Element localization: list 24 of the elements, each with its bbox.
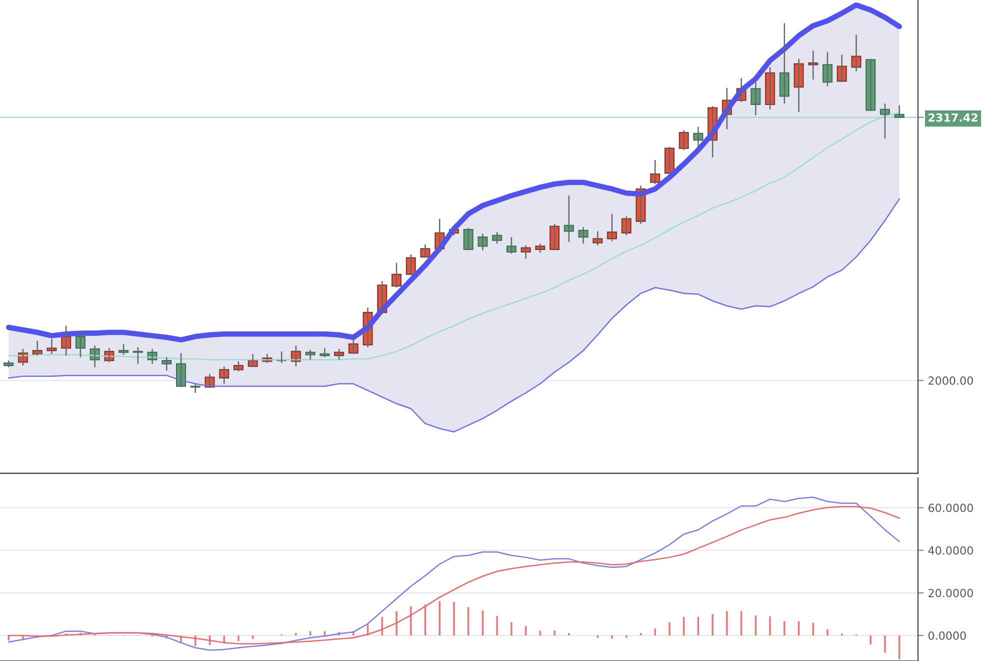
candlestick <box>550 223 560 251</box>
candlestick <box>492 231 502 244</box>
y-tick-label: 20.0000 <box>928 588 973 598</box>
candlestick <box>650 159 660 185</box>
candlestick <box>190 383 200 394</box>
candlestick <box>836 54 847 83</box>
candlestick <box>118 343 129 356</box>
candlestick <box>219 366 230 384</box>
candlestick <box>564 194 574 243</box>
candlestick <box>822 52 833 87</box>
candlestick <box>592 230 603 246</box>
y-tick-label: 0.0000 <box>928 631 966 640</box>
y-tick-label: 2317.42 <box>928 113 978 122</box>
line-series <box>8 198 900 432</box>
candlestick <box>506 236 516 254</box>
candlestick <box>305 349 316 360</box>
candlestick <box>334 348 344 360</box>
candlestick <box>866 58 876 112</box>
candlestick <box>607 213 618 242</box>
y-tick-label: 40.0000 <box>928 546 973 555</box>
candlestick <box>765 66 776 110</box>
y-tick-label: 2000.00 <box>928 376 973 385</box>
y-tick-label: 60.0000 <box>928 504 973 512</box>
candlestick <box>132 346 143 364</box>
